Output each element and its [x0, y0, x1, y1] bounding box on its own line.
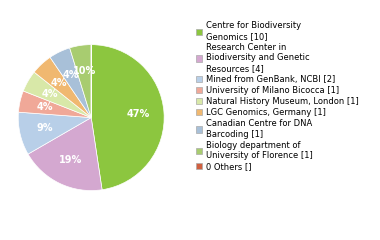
Text: 4%: 4% [62, 70, 79, 80]
Text: 4%: 4% [37, 102, 53, 112]
Wedge shape [23, 72, 91, 118]
Wedge shape [70, 45, 91, 118]
Legend: Centre for Biodiversity
Genomics [10], Research Center in
Biodiversity and Genet: Centre for Biodiversity Genomics [10], R… [196, 21, 358, 171]
Wedge shape [50, 48, 91, 118]
Text: 9%: 9% [37, 123, 53, 133]
Wedge shape [34, 57, 91, 118]
Text: 19%: 19% [59, 155, 82, 165]
Wedge shape [91, 45, 164, 190]
Wedge shape [19, 91, 91, 118]
Wedge shape [18, 112, 91, 154]
Wedge shape [28, 118, 102, 191]
Text: 10%: 10% [73, 66, 96, 76]
Text: 4%: 4% [51, 78, 67, 88]
Text: 47%: 47% [127, 109, 150, 119]
Text: 4%: 4% [42, 89, 59, 99]
